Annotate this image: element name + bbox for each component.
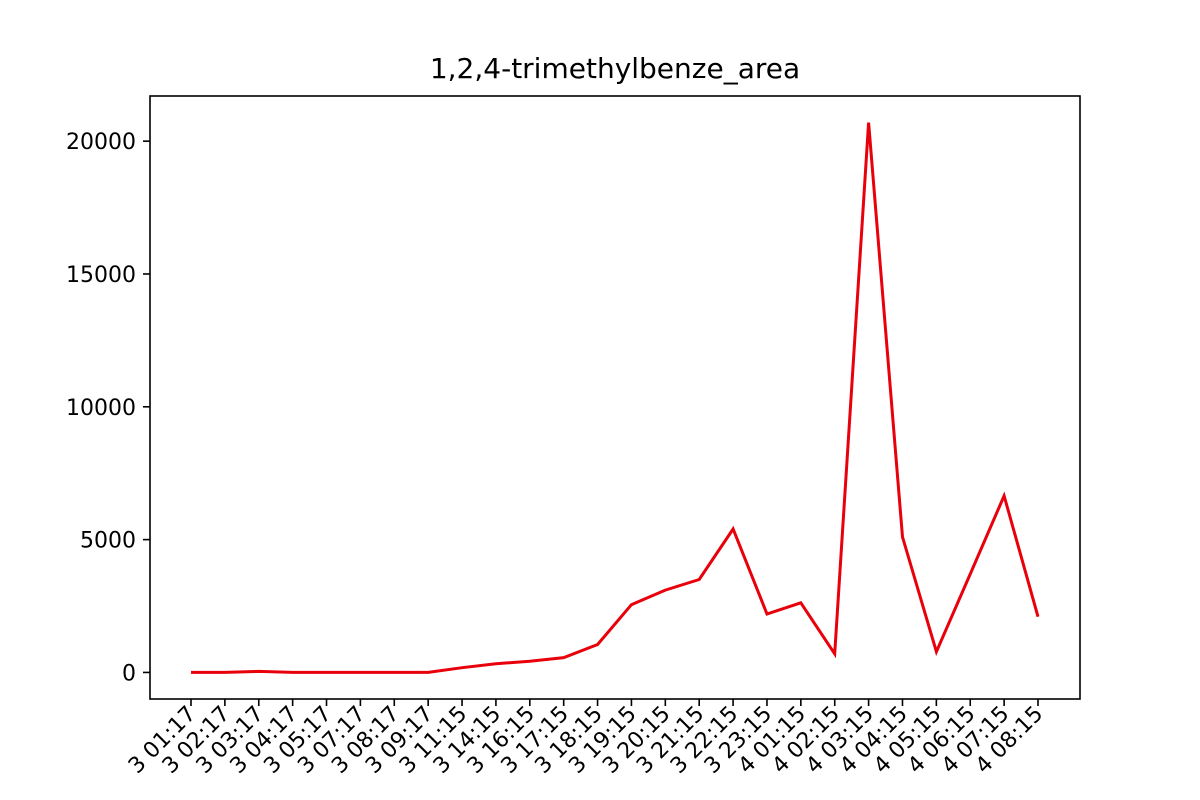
y-tick-label: 15000	[66, 263, 136, 288]
y-axis: 0 5000 10000 15000 20000	[66, 130, 150, 686]
y-tick-label: 5000	[80, 529, 136, 554]
chart-title: 1,2,4-trimethylbenze_area	[430, 52, 800, 85]
plot-frame	[149, 95, 1081, 700]
y-tick-label: 20000	[66, 130, 136, 155]
y-tick-label: 0	[122, 661, 136, 686]
series-line	[191, 122, 1040, 674]
y-tick-label: 10000	[66, 396, 136, 421]
series-layer	[191, 122, 1040, 674]
